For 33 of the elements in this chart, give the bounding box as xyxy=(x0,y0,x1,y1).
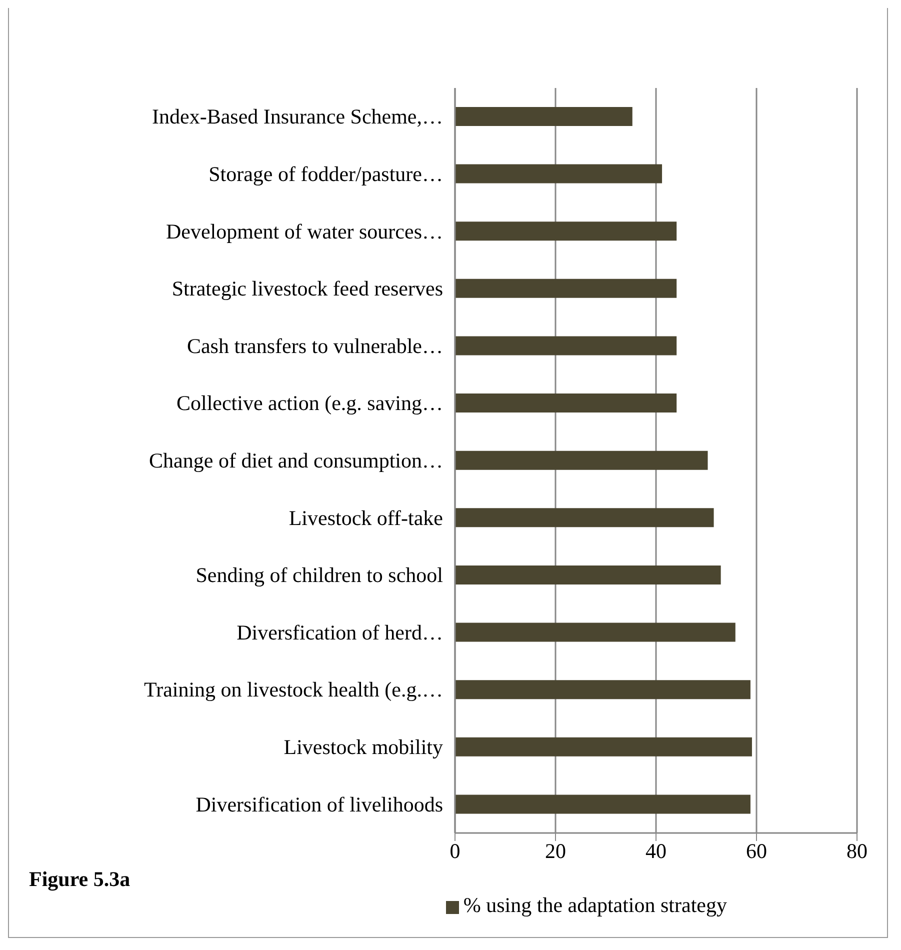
bar xyxy=(455,336,677,356)
y-tick-label: Diversfication of herd… xyxy=(236,620,443,644)
bar xyxy=(455,622,736,642)
y-tick-label: Strategic livestock feed reserves xyxy=(172,276,443,301)
bar xyxy=(455,394,677,413)
text: Figure 5.3a xyxy=(29,867,130,892)
x-tick-label: 40 xyxy=(646,838,666,863)
bar xyxy=(455,278,677,298)
legend-label: % using the adaptation strategy xyxy=(463,893,727,917)
bar xyxy=(455,508,714,528)
x-tick-label: 20 xyxy=(545,838,566,863)
y-tick-label: Cash transfers to vulnerable… xyxy=(186,334,443,358)
y-tick-label: Development of water sources… xyxy=(166,219,443,244)
bar xyxy=(455,737,752,756)
y-tick-label: Diversification of livelihoods xyxy=(196,792,443,816)
y-tick-label: Livestock off-take xyxy=(288,506,443,530)
y-tick-label: Livestock mobility xyxy=(284,735,444,760)
x-tick-label: 80 xyxy=(846,838,868,863)
x-tick-label: 0 xyxy=(450,838,460,863)
y-tick-label: Collective action (e.g. saving… xyxy=(176,391,443,416)
bar xyxy=(455,107,632,126)
y-tick-label: Storage of fodder/pasture… xyxy=(208,162,443,186)
bar xyxy=(455,565,721,584)
y-tick-label: Change of diet and consumption… xyxy=(149,448,443,472)
bar xyxy=(455,222,677,241)
y-tick-label: Sending of children to school xyxy=(196,563,444,588)
bar xyxy=(455,680,750,700)
bar xyxy=(455,794,750,814)
y-tick-label: Training on livestock health (e.g.… xyxy=(144,678,443,702)
bar xyxy=(455,450,708,470)
y-tick-label: Index-Based Insurance Scheme,… xyxy=(152,104,443,129)
bar xyxy=(455,164,662,184)
x-tick-label: 60 xyxy=(746,838,767,863)
